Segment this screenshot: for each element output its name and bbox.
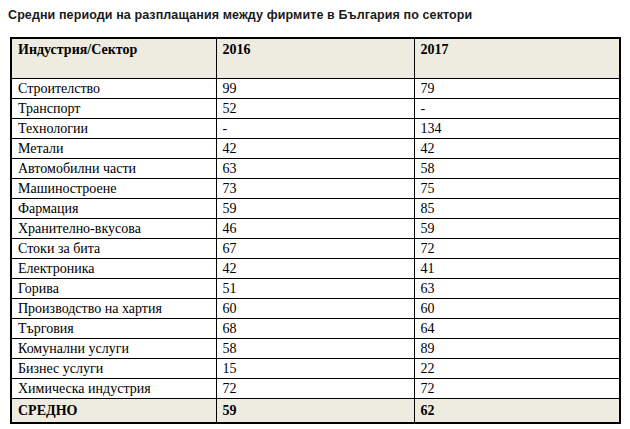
table-row: Търговия 68 64 <box>11 319 620 339</box>
value-cell-2017: 60 <box>414 299 620 319</box>
value-cell-2017: 75 <box>414 179 620 199</box>
table-header-row: Индустрия/Сектор 2016 2017 <box>11 38 620 79</box>
sector-cell: Строителство <box>11 79 216 99</box>
value-cell-2016: 63 <box>216 159 414 179</box>
value-cell-2016: 51 <box>216 279 414 299</box>
table-row: Метали 42 42 <box>11 139 620 159</box>
sector-cell: Производство на хартия <box>11 299 216 319</box>
value-cell-2016: 42 <box>216 139 414 159</box>
value-cell-2016: 52 <box>216 99 414 119</box>
value-cell-2017: 134 <box>414 119 620 139</box>
value-cell-2016: 72 <box>216 379 414 399</box>
value-cell-2016: 68 <box>216 319 414 339</box>
value-cell-2016: 59 <box>216 199 414 219</box>
value-cell-2016: 67 <box>216 239 414 259</box>
payment-periods-table: Индустрия/Сектор 2016 2017 Строителство … <box>10 37 621 424</box>
table-row: Автомобилни части 63 58 <box>11 159 620 179</box>
table-row: Бизнес услуги 15 22 <box>11 359 620 379</box>
sector-cell: Химическа индустрия <box>11 379 216 399</box>
table-row: Комунални услуги 58 89 <box>11 339 620 359</box>
table-row: Производство на хартия 60 60 <box>11 299 620 319</box>
value-cell-2017: 42 <box>414 139 620 159</box>
value-cell-2016: 73 <box>216 179 414 199</box>
value-cell-2017: 85 <box>414 199 620 219</box>
value-cell-2017: 59 <box>414 219 620 239</box>
value-cell-2017: 64 <box>414 319 620 339</box>
value-cell-2016: 46 <box>216 219 414 239</box>
table-row: Електроника 42 41 <box>11 259 620 279</box>
value-cell-2017: 63 <box>414 279 620 299</box>
table-row: Хранително-вкусова 46 59 <box>11 219 620 239</box>
page-title: Средни периоди на разплащания между фирм… <box>8 8 630 22</box>
column-header-sector: Индустрия/Сектор <box>11 38 216 79</box>
sector-cell: Стоки за бита <box>11 239 216 259</box>
value-cell-2016: - <box>216 119 414 139</box>
column-header-2016: 2016 <box>216 38 414 79</box>
sector-cell: Търговия <box>11 319 216 339</box>
table-row: Строителство 99 79 <box>11 79 620 99</box>
sector-cell: Машиностроене <box>11 179 216 199</box>
table-row: Транспорт 52 - <box>11 99 620 119</box>
sector-cell: Метали <box>11 139 216 159</box>
sector-cell: Бизнес услуги <box>11 359 216 379</box>
table-row: Химическа индустрия 72 72 <box>11 379 620 399</box>
table-footer-row-average: СРЕДНО 59 62 <box>11 399 620 424</box>
value-cell-2016: 42 <box>216 259 414 279</box>
value-cell-2017: 89 <box>414 339 620 359</box>
value-cell-2016: 15 <box>216 359 414 379</box>
sector-cell: Фармация <box>11 199 216 219</box>
value-cell-2016-average: 59 <box>216 399 414 424</box>
sector-cell: Електроника <box>11 259 216 279</box>
value-cell-2016: 58 <box>216 339 414 359</box>
sector-cell-average: СРЕДНО <box>11 399 216 424</box>
value-cell-2017: - <box>414 99 620 119</box>
value-cell-2017: 72 <box>414 379 620 399</box>
sector-cell: Горива <box>11 279 216 299</box>
sector-cell: Комунални услуги <box>11 339 216 359</box>
value-cell-2017: 22 <box>414 359 620 379</box>
value-cell-2017: 58 <box>414 159 620 179</box>
sector-cell: Автомобилни части <box>11 159 216 179</box>
value-cell-2016: 60 <box>216 299 414 319</box>
table-row: Технологии - 134 <box>11 119 620 139</box>
table-row: Машиностроене 73 75 <box>11 179 620 199</box>
value-cell-2017: 72 <box>414 239 620 259</box>
column-header-2017: 2017 <box>414 38 620 79</box>
table-row: Горива 51 63 <box>11 279 620 299</box>
table-row: Фармация 59 85 <box>11 199 620 219</box>
value-cell-2016: 99 <box>216 79 414 99</box>
sector-cell: Транспорт <box>11 99 216 119</box>
sector-cell: Хранително-вкусова <box>11 219 216 239</box>
sector-cell: Технологии <box>11 119 216 139</box>
value-cell-2017: 41 <box>414 259 620 279</box>
value-cell-2017: 79 <box>414 79 620 99</box>
value-cell-2017-average: 62 <box>414 399 620 424</box>
table-row: Стоки за бита 67 72 <box>11 239 620 259</box>
